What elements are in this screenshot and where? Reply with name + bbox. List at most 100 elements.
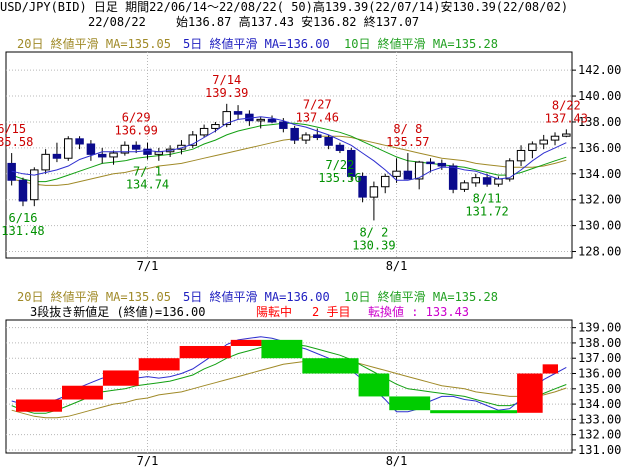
candle-body bbox=[211, 124, 220, 129]
sub-y-tick-label: 134.00 bbox=[578, 397, 621, 411]
candle-body bbox=[380, 175, 390, 188]
annotation-date: 6/16 bbox=[9, 211, 38, 225]
annotation-value: 134.74 bbox=[126, 178, 169, 192]
annotation-date: 8/ 2 bbox=[359, 225, 388, 239]
annotation-value: 130.39 bbox=[352, 238, 395, 252]
legend-ma20: 20日 終値平滑 MA=135.05 bbox=[17, 37, 171, 51]
annotation-date: 6/15 bbox=[0, 122, 26, 136]
new-price-bar bbox=[230, 339, 262, 346]
annotation-value: 131.48 bbox=[1, 224, 44, 238]
candle-body bbox=[131, 144, 141, 150]
legend-ma5: 5日 終値平滑 MA=136.00 bbox=[183, 37, 330, 51]
candle-body bbox=[482, 177, 492, 185]
candle-body bbox=[335, 144, 345, 151]
candle-body bbox=[505, 160, 514, 180]
main-y-tick-label: 140.00 bbox=[578, 89, 621, 103]
main-y-tick-label: 130.00 bbox=[578, 219, 621, 233]
new-price-bar bbox=[389, 396, 431, 411]
sub-y-tick-label: 139.00 bbox=[578, 321, 621, 335]
annotation-value: 136.99 bbox=[115, 123, 158, 137]
candle-body bbox=[52, 153, 62, 159]
candle-body bbox=[86, 143, 96, 155]
annotation-date: 7/ 1 bbox=[133, 165, 162, 179]
candle-body bbox=[471, 177, 481, 184]
sub-y-tick-label: 137.00 bbox=[578, 351, 621, 365]
candle-body bbox=[414, 161, 424, 180]
nb-prefix: 3段抜き新値足 (終値)=136.00 bbox=[30, 305, 206, 319]
annotation-date: 8/ 8 bbox=[393, 122, 422, 136]
sub-y-tick-label: 135.00 bbox=[578, 382, 621, 396]
sub-y-tick-label: 138.00 bbox=[578, 336, 621, 350]
candle-body bbox=[267, 118, 277, 123]
candle-body bbox=[256, 118, 265, 122]
sub-x-tick-label: 8/1 bbox=[386, 454, 408, 468]
candle-body bbox=[494, 178, 503, 185]
sub-x-tick-label: 7/1 bbox=[137, 454, 159, 468]
ma5-line bbox=[11, 116, 567, 181]
header-period: USD/JPY(BID) 日足 期間22/06/14～22/08/22( 50)… bbox=[0, 0, 569, 14]
sub-legend-ma20: 20日 終値平滑 MA=135.05 bbox=[17, 290, 171, 304]
candle-body bbox=[437, 162, 447, 167]
candle-body bbox=[369, 186, 379, 198]
candle-body bbox=[75, 138, 84, 145]
new-price-bar bbox=[62, 385, 103, 400]
candle-body bbox=[550, 135, 560, 141]
annotation-value: 139.39 bbox=[205, 86, 248, 100]
sub-ma20-line bbox=[11, 359, 567, 419]
candle-body bbox=[30, 169, 39, 201]
nb-count: 2 手目 bbox=[312, 305, 351, 319]
new-price-bar bbox=[542, 364, 558, 374]
candle-body bbox=[199, 127, 209, 136]
sub-y-tick-label: 136.00 bbox=[578, 367, 621, 381]
main-y-tick-label: 134.00 bbox=[578, 167, 621, 181]
new-price-bar bbox=[16, 399, 63, 412]
annotation-date: 6/29 bbox=[122, 110, 151, 124]
new-price-bar bbox=[102, 370, 139, 386]
annotation-value: 135.56 bbox=[318, 171, 361, 185]
candle-body bbox=[426, 161, 435, 165]
main-y-tick-label: 128.00 bbox=[578, 245, 621, 259]
candle-body bbox=[301, 134, 311, 141]
candle-body bbox=[279, 121, 288, 129]
annotation-date: 8/22 bbox=[552, 98, 581, 112]
candle-body bbox=[324, 137, 333, 146]
candle-body bbox=[403, 170, 413, 180]
candle-body bbox=[290, 127, 299, 141]
nb-reversal: 転換値 : 133.43 bbox=[368, 305, 470, 319]
candle-body bbox=[188, 134, 198, 146]
candle-body bbox=[222, 111, 231, 126]
candle-body bbox=[347, 149, 356, 177]
new-price-bar bbox=[138, 358, 180, 371]
annotation-date: 7/27 bbox=[303, 97, 332, 111]
candle-body bbox=[313, 134, 322, 139]
new-price-bar bbox=[302, 358, 359, 374]
sub-y-tick-label: 133.00 bbox=[578, 412, 621, 426]
annotation-value: 137.46 bbox=[296, 110, 339, 124]
candle-body bbox=[539, 139, 548, 145]
header-ohlc: 始136.87 高137.43 安136.82 終137.07 bbox=[176, 15, 420, 29]
annotation-value: 137.43 bbox=[545, 111, 588, 125]
annotation-date: 7/22 bbox=[325, 158, 354, 172]
new-price-bar bbox=[261, 339, 303, 359]
main-x-tick-label: 8/1 bbox=[386, 259, 408, 273]
new-price-bar bbox=[358, 373, 390, 397]
sub-legend-ma10: 10日 終値平滑 MA=135.28 bbox=[344, 290, 498, 304]
ma10-line bbox=[11, 122, 567, 183]
candle-body bbox=[392, 170, 401, 177]
main-y-tick-label: 136.00 bbox=[578, 141, 621, 155]
annotation-value: 135.57 bbox=[386, 135, 429, 149]
candle-body bbox=[120, 144, 130, 154]
candle-body bbox=[18, 179, 28, 202]
candle-body bbox=[64, 138, 73, 159]
main-y-tick-label: 132.00 bbox=[578, 193, 621, 207]
candle-body bbox=[97, 153, 107, 158]
sub-legend-ma5: 5日 終値平滑 MA=136.00 bbox=[183, 290, 330, 304]
annotation-value: 135.58 bbox=[0, 135, 33, 149]
candle-body bbox=[233, 111, 243, 115]
candle-body bbox=[562, 133, 571, 137]
candle-body bbox=[358, 175, 367, 198]
new-price-bar bbox=[179, 345, 231, 359]
sub-y-tick-label: 132.00 bbox=[578, 428, 621, 442]
new-price-bar bbox=[430, 410, 518, 414]
